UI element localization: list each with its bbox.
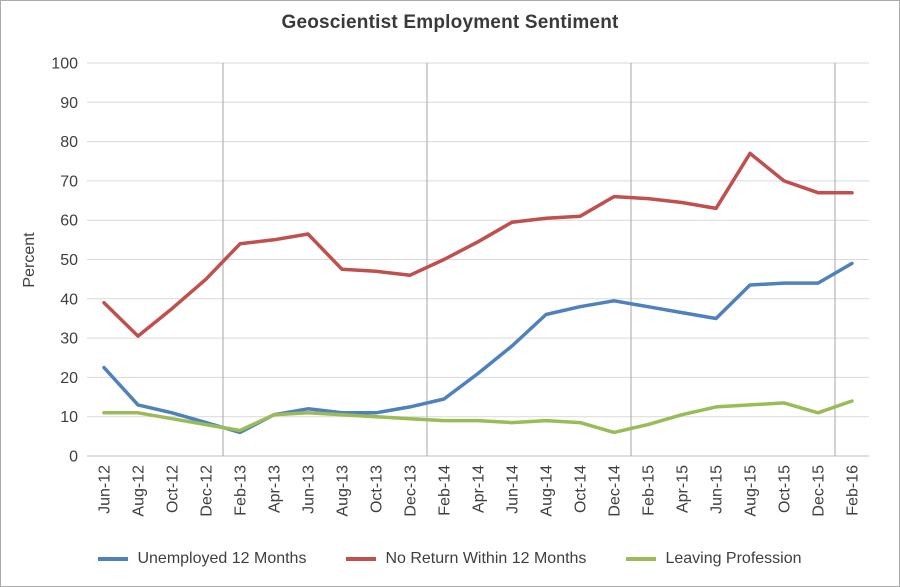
y-tick-label: 60 [60,213,78,230]
plot-area: 0 10 20 30 40 50 60 70 80 90 100 Jun-12 Aug-12 Oct-12… [51,56,869,517]
legend-line-swatch-blue [98,557,129,561]
y-tick-label: 100 [51,56,78,73]
legend-item-no-return-within-12-months: No Return Within 12 Months [346,550,586,568]
x-category-label: Dec-13 [403,465,420,517]
x-category-label: Dec-12 [199,465,216,517]
x-category-label: Apr-14 [471,465,488,513]
y-tick-label: 10 [60,409,78,426]
y-tick-label: 30 [60,331,78,348]
x-category-label: Aug-14 [539,465,556,517]
chart-title: Geoscientist Employment Sentiment [281,12,619,33]
x-category-label: Feb-16 [845,465,862,516]
legend-item-leaving-profession: Leaving Profession [626,550,802,568]
x-category-label: Apr-13 [267,465,284,513]
x-category-label: Feb-13 [233,465,250,516]
y-tick-label: 90 [60,95,78,112]
x-category-label: Oct-15 [777,465,794,513]
legend-line-swatch-red [346,557,377,561]
legend: Unemployed 12 Months No Return Within 12… [1,546,899,572]
y-tick-labels: 0 10 20 30 40 50 60 70 80 90 100 [51,56,78,466]
y-tick-label: 80 [60,134,78,151]
x-category-label: Oct-12 [165,465,182,513]
y-tick-label: 70 [60,173,78,190]
y-tick-label: 0 [69,449,78,466]
series-line-2 [102,399,854,435]
x-category-labels: Jun-12 Aug-12 Oct-12 Dec-12 Feb-13 Apr-13 Jun-… [97,465,862,517]
x-category-label: Feb-14 [437,465,454,516]
horizontal-gridlines [87,62,869,457]
x-category-label: Aug-15 [743,465,760,517]
x-category-label: Jun-15 [709,465,726,514]
x-category-label: Dec-14 [607,465,624,517]
x-category-label: Oct-13 [369,465,386,513]
x-category-label: Dec-15 [811,465,828,517]
y-tick-label: 50 [60,252,78,269]
x-category-label: Apr-15 [675,465,692,513]
x-category-label: Aug-13 [335,465,352,517]
y-tick-label: 40 [60,291,78,308]
legend-label: Leaving Profession [665,550,802,567]
x-category-label: Aug-12 [131,465,148,517]
x-category-label: Jun-13 [301,465,318,514]
x-category-label: Oct-14 [573,465,590,513]
legend-label: No Return Within 12 Months [385,550,587,567]
x-category-label: Feb-15 [641,465,658,516]
x-category-label: Jun-14 [505,465,522,514]
x-category-label: Jun-12 [97,465,114,514]
series-line-1 [102,151,854,338]
legend-label: Unemployed 12 Months [137,550,307,567]
year-boundary-lines [222,63,836,456]
legend-item-unemployed-12-months: Unemployed 12 Months [98,550,306,568]
legend-line-swatch-green [626,557,657,561]
y-tick-label: 20 [60,370,78,387]
